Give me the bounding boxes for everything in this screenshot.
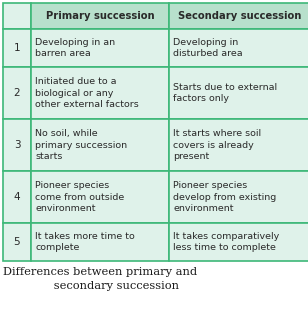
- Text: It starts where soil
covers is already
present: It starts where soil covers is already p…: [173, 129, 261, 161]
- Bar: [31, 67, 169, 119]
- Bar: [169, 171, 308, 223]
- Text: Pioneer species
come from outside
environment: Pioneer species come from outside enviro…: [35, 181, 124, 213]
- Text: 5: 5: [14, 237, 20, 247]
- Bar: [3, 3, 31, 29]
- Text: 2: 2: [14, 88, 20, 98]
- Bar: [169, 119, 308, 171]
- Text: Starts due to external
factors only: Starts due to external factors only: [173, 83, 277, 103]
- Bar: [31, 223, 169, 261]
- Text: Developing in an
barren area: Developing in an barren area: [35, 38, 115, 58]
- Text: Primary succession: Primary succession: [46, 11, 154, 21]
- Bar: [3, 67, 31, 119]
- Bar: [169, 67, 308, 119]
- Bar: [3, 223, 31, 261]
- Bar: [3, 119, 31, 171]
- Bar: [169, 29, 308, 67]
- Text: Developing in
disturbed area: Developing in disturbed area: [173, 38, 243, 58]
- Bar: [3, 171, 31, 223]
- Bar: [169, 3, 308, 29]
- Text: secondary succession: secondary succession: [3, 281, 179, 291]
- Text: 4: 4: [14, 192, 20, 202]
- Text: Pioneer species
develop from existing
environment: Pioneer species develop from existing en…: [173, 181, 276, 213]
- Text: It takes comparatively
less time to complete: It takes comparatively less time to comp…: [173, 232, 279, 252]
- Text: 1: 1: [14, 43, 20, 53]
- Text: No soil, while
primary succession
starts: No soil, while primary succession starts: [35, 129, 127, 161]
- Bar: [31, 29, 169, 67]
- Text: Initiated due to a
biological or any
other external factors: Initiated due to a biological or any oth…: [35, 77, 139, 109]
- Text: 3: 3: [14, 140, 20, 150]
- Bar: [31, 119, 169, 171]
- Bar: [31, 171, 169, 223]
- Text: It takes more time to
complete: It takes more time to complete: [35, 232, 135, 252]
- Bar: [169, 223, 308, 261]
- Text: Differences between primary and: Differences between primary and: [3, 267, 197, 277]
- Bar: [31, 3, 169, 29]
- Bar: [3, 29, 31, 67]
- Text: Secondary succession: Secondary succession: [178, 11, 302, 21]
